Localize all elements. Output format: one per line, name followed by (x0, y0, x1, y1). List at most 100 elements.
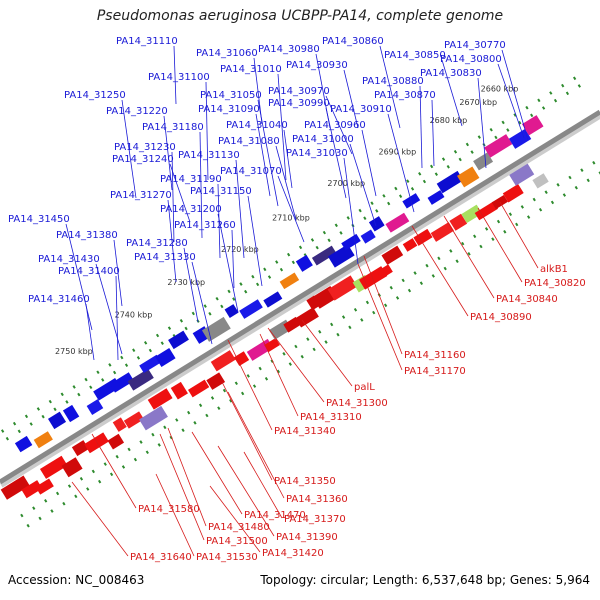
reverse-gene-48 (233, 351, 250, 367)
forward-gene-29 (484, 134, 513, 158)
forward-leader-line (277, 73, 287, 181)
forward-gene-7 (127, 368, 154, 391)
accession-text: Accession: NC_008463 (8, 573, 145, 587)
reverse-gene-46 (206, 372, 226, 390)
reverse-gene-52 (283, 316, 301, 333)
reverse-gene-50 (264, 337, 280, 353)
reverse-gene-label: PA14_31420 (262, 548, 324, 559)
forward-leader-line (387, 113, 415, 213)
reverse-leader-line (91, 433, 137, 509)
forward-leader-line (163, 115, 173, 191)
forward-gene-label: PA14_31050 (200, 90, 262, 101)
reverse-gene-label: PA14_31360 (286, 494, 348, 505)
reverse-leader-line (499, 201, 539, 269)
forward-leader-line (191, 261, 213, 345)
reverse-gene-34 (35, 478, 54, 495)
reverse-gene-label: PA14_31160 (404, 350, 466, 361)
forward-gene-label: PA14_31010 (220, 64, 282, 75)
forward-gene-28 (473, 152, 494, 171)
forward-gene-label: PA14_31400 (58, 266, 120, 277)
reverse-gene-69 (509, 163, 535, 186)
reverse-leader-line (209, 485, 261, 553)
kbp-tick-label: 2750 kbp (55, 347, 93, 356)
reverse-gene-label: PA14_31350 (274, 476, 336, 487)
forward-gene-label: PA14_30910 (330, 104, 392, 115)
forward-leader-line (167, 199, 177, 283)
reverse-gene-label: PA14_31470 (244, 510, 306, 521)
forward-gene-label: PA14_30970 (268, 86, 330, 97)
reverse-gene-40 (112, 417, 127, 432)
forward-gene-label: PA14_31040 (226, 120, 288, 131)
forward-gene-label: PA14_30860 (322, 36, 384, 47)
forward-gene-label: PA14_31070 (220, 166, 282, 177)
reverse-leader-line (259, 333, 299, 417)
forward-gene-label: PA14_31110 (116, 36, 178, 47)
forward-gene-label: PA14_31260 (174, 220, 236, 231)
genome-summary-text: Topology: circular; Length: 6,537,648 bp… (260, 573, 590, 587)
reverse-gene-41 (123, 411, 144, 429)
forward-leader-line (169, 163, 191, 223)
forward-gene-label: PA14_31230 (114, 142, 176, 153)
reverse-gene-label: PA14_31170 (404, 366, 466, 377)
reverse-gene-45 (188, 379, 210, 398)
forward-gene-label: PA14_31130 (178, 150, 240, 161)
forward-gene-30 (508, 128, 532, 149)
reverse-gene-label: PA14_31300 (326, 398, 388, 409)
reverse-gene-label: PA14_30840 (496, 294, 558, 305)
forward-leader-line (217, 213, 239, 313)
forward-gene-label: PA14_30800 (440, 54, 502, 65)
kbp-tick-label: 2690 kbp (379, 148, 417, 157)
forward-leader-line (231, 229, 235, 289)
forward-leader-line (501, 49, 529, 141)
reverse-leader-line (159, 433, 205, 541)
kbp-tick-label: 2740 kbp (115, 310, 153, 319)
reverse-leader-line (217, 445, 275, 537)
reverse-leader-line (221, 381, 273, 481)
forward-gene-14 (239, 299, 263, 319)
forward-leader-line (349, 143, 377, 227)
forward-leader-line (361, 129, 377, 197)
forward-gene-label: PA14_31000 (292, 134, 354, 145)
reverse-gene-43 (147, 388, 173, 410)
reverse-gene-label: palL (354, 382, 375, 393)
reverse-gene-label: PA14_31370 (284, 514, 346, 525)
forward-gene-label: PA14_31200 (160, 204, 222, 215)
forward-leader-line (171, 151, 175, 243)
forward-leader-line (121, 99, 137, 199)
forward-leader-line (257, 99, 279, 207)
reverse-gene-label: PA14_31500 (206, 536, 268, 547)
backbone-shadow (0, 112, 600, 488)
kbp-tick-label: 2660 kbp (481, 85, 519, 94)
reverse-gene-33 (21, 480, 43, 499)
forward-gene-10 (168, 330, 189, 350)
reverse-leader-line (227, 339, 273, 431)
forward-gene-label: PA14_31450 (8, 214, 70, 225)
reverse-leader-line (71, 481, 129, 557)
forward-leader-line (65, 223, 93, 331)
genome-title: Pseudomonas aeruginosa UCBPP-PA14, compl… (96, 8, 504, 24)
reverse-gene-label: PA14_31530 (196, 552, 258, 563)
forward-gene-label: PA14_30990 (268, 98, 330, 109)
reverse-leader-line (191, 431, 243, 515)
reverse-gene-label: PA14_31340 (274, 426, 336, 437)
reverse-gene-label: PA14_31640 (130, 552, 192, 563)
forward-gene-27 (457, 166, 480, 188)
reverse-gene-39 (107, 433, 125, 450)
forward-gene-label: PA14_31380 (56, 230, 118, 241)
forward-gene-label: PA14_31190 (160, 174, 222, 185)
forward-gene-22 (368, 216, 385, 232)
forward-gene-label: PA14_31080 (218, 136, 280, 147)
forward-gene-label: PA14_31030 (286, 148, 348, 159)
reverse-leader-line (227, 391, 285, 499)
forward-leader-line (247, 195, 263, 287)
forward-leader-line (419, 85, 423, 169)
forward-gene-8 (139, 354, 162, 374)
reverse-gene-53 (295, 307, 319, 328)
forward-leader-line (277, 175, 305, 243)
forward-gene-label: PA14_30870 (374, 90, 436, 101)
forward-gene-16 (279, 272, 300, 290)
kbp-tick-label: 2710 kbp (272, 213, 310, 222)
reverse-gene-54 (306, 295, 321, 311)
